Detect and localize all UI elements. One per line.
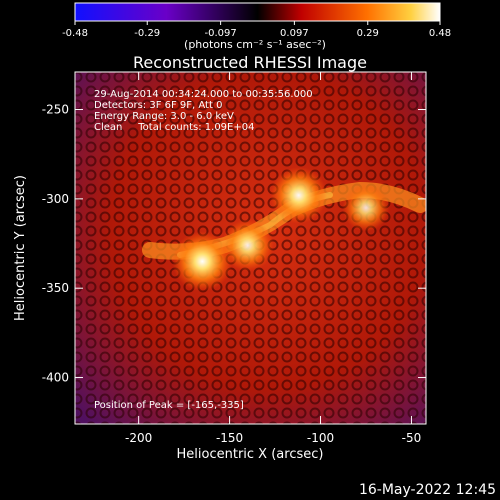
x-tick-label: -100 [307,431,334,445]
annotation-energy-range: Energy Range: 3.0 - 6.0 keV [94,111,234,122]
colorbar-unit-label: (photons cm⁻² s⁻¹ asec⁻²) [184,38,326,51]
peak-position-label: Position of Peak = [-165,-335] [94,400,244,411]
y-tick-label: -400 [42,371,69,385]
colorbar [74,2,441,22]
y-tick-label: -300 [42,192,69,206]
annotation-clean-counts: Clean Total counts: 1.09E+04 [94,122,254,133]
colorbar-tick-label: -0.097 [204,28,236,39]
colorbar-tick-label: -0.29 [134,28,160,39]
y-tick-label: -250 [42,103,69,117]
annotation-detectors: Detectors: 3F 6F 9F, Att 0 [94,100,222,111]
emission-source [342,184,390,232]
x-tick-label: -200 [125,431,152,445]
emission-source [221,219,274,272]
colorbar-tick-label: 0.29 [357,28,379,39]
y-tick-label: -350 [42,281,69,295]
x-axis-ticks: -200 -150 -100 -50 [125,72,421,445]
timestamp: 16-May-2022 12:45 [359,482,496,498]
heatmap-plot-area [75,72,426,424]
x-tick-label: -50 [402,431,422,445]
colorbar-ticks: -0.48 -0.29 -0.097 0.097 0.29 0.48 [62,21,451,39]
emission-source [270,166,328,224]
y-axis-label: Heliocentric Y (arcsec) [13,175,28,321]
plot-frame [74,71,427,425]
x-tick-label: -150 [216,431,243,445]
sources-layer [172,166,390,292]
annotation-time-range: 29-Aug-2014 00:34:24.000 to 00:35:56.000 [94,89,313,100]
colorbar-tick-label: -0.48 [62,28,88,39]
chart-title: Reconstructed RHESSI Image [133,53,367,72]
y-axis-ticks: -250 -300 -350 -400 [42,103,426,385]
colorbar-tick-label: 0.097 [280,28,309,39]
x-axis-label: Heliocentric X (arcsec) [177,447,324,462]
emission-source [172,231,233,292]
colorbar-tick-label: 0.48 [429,28,451,39]
